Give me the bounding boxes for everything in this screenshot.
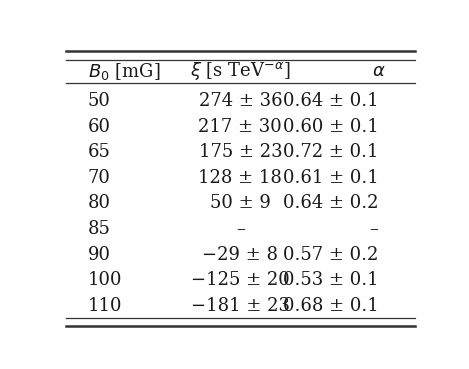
Text: −181 ± 23: −181 ± 23	[191, 297, 290, 315]
Text: –: –	[370, 220, 378, 238]
Text: 0.68 ± 0.1: 0.68 ± 0.1	[283, 297, 378, 315]
Text: 65: 65	[88, 143, 111, 161]
Text: 0.64 ± 0.1: 0.64 ± 0.1	[283, 92, 378, 110]
Text: –: –	[236, 220, 245, 238]
Text: 128 ± 18: 128 ± 18	[198, 169, 282, 187]
Text: 0.57 ± 0.2: 0.57 ± 0.2	[283, 245, 378, 263]
Text: 100: 100	[88, 271, 122, 289]
Text: $\xi$ [s TeV$^{-\alpha}$]: $\xi$ [s TeV$^{-\alpha}$]	[190, 60, 291, 82]
Text: 70: 70	[88, 169, 111, 187]
Text: 85: 85	[88, 220, 111, 238]
Text: 90: 90	[88, 245, 111, 263]
Text: 0.60 ± 0.1: 0.60 ± 0.1	[283, 118, 378, 136]
Text: 80: 80	[88, 194, 111, 213]
Text: 0.64 ± 0.2: 0.64 ± 0.2	[283, 194, 378, 213]
Text: 110: 110	[88, 297, 122, 315]
Text: 60: 60	[88, 118, 111, 136]
Text: $B_0$ [mG]: $B_0$ [mG]	[88, 61, 160, 82]
Text: 50: 50	[88, 92, 111, 110]
Text: 0.61 ± 0.1: 0.61 ± 0.1	[283, 169, 378, 187]
Text: −29 ± 8: −29 ± 8	[202, 245, 279, 263]
Text: 217 ± 30: 217 ± 30	[198, 118, 282, 136]
Text: 0.53 ± 0.1: 0.53 ± 0.1	[283, 271, 378, 289]
Text: 274 ± 36: 274 ± 36	[198, 92, 282, 110]
Text: $\alpha$: $\alpha$	[371, 62, 386, 80]
Text: 50 ± 9: 50 ± 9	[210, 194, 271, 213]
Text: 0.72 ± 0.1: 0.72 ± 0.1	[283, 143, 378, 161]
Text: 175 ± 23: 175 ± 23	[198, 143, 282, 161]
Text: −125 ± 20: −125 ± 20	[191, 271, 290, 289]
